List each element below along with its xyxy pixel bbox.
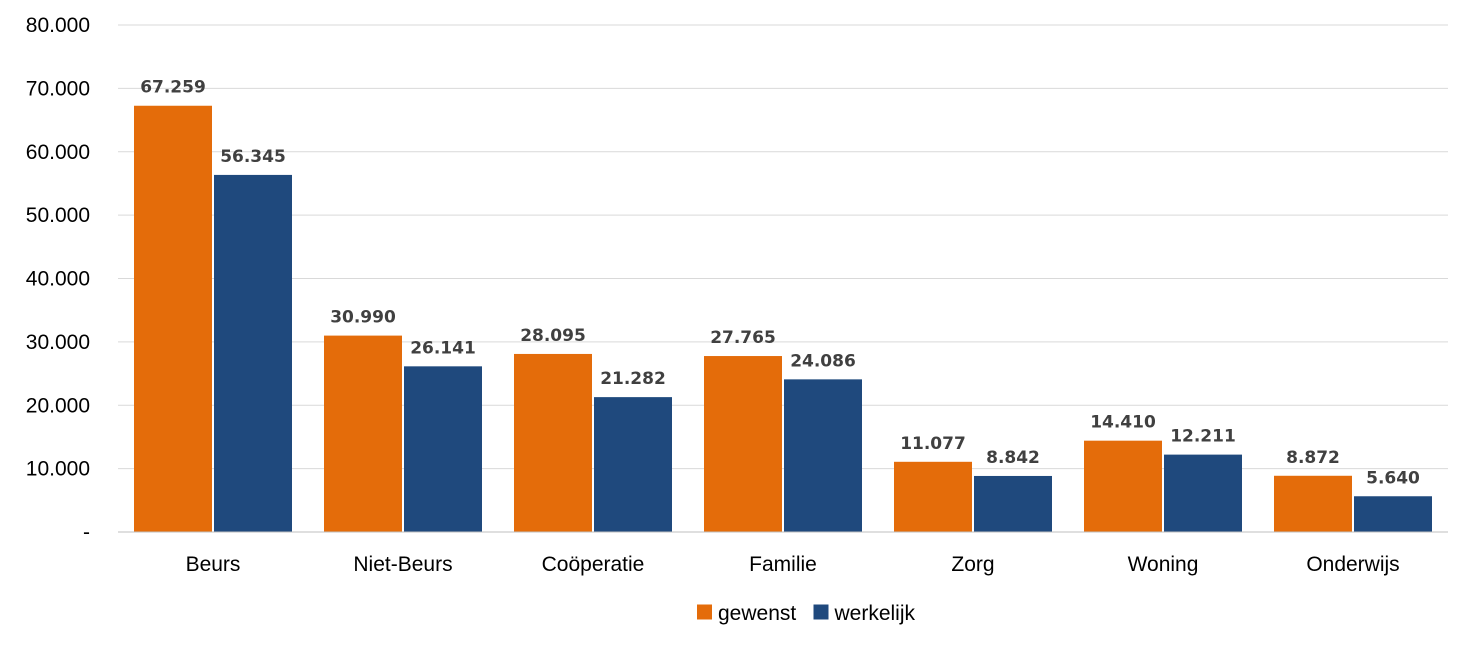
data-label-gewenst: 8.872 xyxy=(1286,448,1340,468)
y-tick-label: 40.000 xyxy=(26,268,90,291)
data-label-werkelijk: 56.345 xyxy=(220,147,286,167)
bar-gewenst xyxy=(514,353,592,532)
x-category-label: Niet-Beurs xyxy=(353,553,452,576)
y-tick-label: 30.000 xyxy=(26,331,90,354)
bar-werkelijk xyxy=(974,475,1052,532)
x-category-label: Familie xyxy=(749,553,817,576)
bar-gewenst xyxy=(1274,475,1352,532)
data-label-werkelijk: 21.282 xyxy=(600,369,666,389)
legend-swatch-werkelijk xyxy=(813,604,829,620)
bar-werkelijk xyxy=(1164,454,1242,532)
y-tick-label: 50.000 xyxy=(26,204,90,227)
bar-werkelijk xyxy=(404,366,482,532)
data-label-gewenst: 11.077 xyxy=(900,434,966,454)
data-label-werkelijk: 5.640 xyxy=(1366,468,1420,488)
data-label-gewenst: 67.259 xyxy=(140,78,206,98)
y-tick-label: - xyxy=(83,521,90,544)
bar-gewenst xyxy=(1084,440,1162,532)
bar-werkelijk xyxy=(784,379,862,532)
bars xyxy=(134,105,1432,532)
data-label-gewenst: 28.095 xyxy=(520,326,586,346)
y-tick-label: 80.000 xyxy=(26,14,90,37)
legend-label-gewenst: gewenst xyxy=(718,602,796,625)
bar-gewenst xyxy=(704,356,782,532)
data-labels: 67.259 56.345 30.990 26.141 28.095 21.282 27.7… xyxy=(140,78,1420,489)
legend: gewenst werkelijk xyxy=(697,602,916,625)
bar-werkelijk xyxy=(594,397,672,532)
data-label-gewenst: 30.990 xyxy=(330,308,396,328)
bar-gewenst xyxy=(324,335,402,532)
data-label-gewenst: 27.765 xyxy=(710,328,776,348)
x-category-label: Woning xyxy=(1128,553,1199,576)
bar-werkelijk xyxy=(1354,496,1432,532)
bar-gewenst xyxy=(894,461,972,532)
y-tick-label: 10.000 xyxy=(26,458,90,481)
x-category-label: Beurs xyxy=(186,553,241,576)
data-label-gewenst: 14.410 xyxy=(1090,413,1156,433)
gridlines xyxy=(118,24,1448,470)
y-tick-label: 60.000 xyxy=(26,141,90,164)
y-tick-label: 70.000 xyxy=(26,77,90,100)
legend-label-werkelijk: werkelijk xyxy=(834,602,916,625)
x-category-label: Coöperatie xyxy=(542,553,645,576)
y-axis-tick-labels: - 10.000 20.000 30.000 40.000 50.000 60.000 70.… xyxy=(26,14,90,544)
x-axis-category-labels: Beurs Niet-Beurs Coöperatie Familie Zorg Woni… xyxy=(186,553,1400,576)
data-label-werkelijk: 26.141 xyxy=(410,338,476,358)
legend-swatch-gewenst xyxy=(697,604,712,620)
data-label-werkelijk: 8.842 xyxy=(986,448,1040,468)
x-category-label: Onderwijs xyxy=(1306,553,1399,576)
bar-gewenst xyxy=(134,105,212,532)
bar-werkelijk xyxy=(214,174,292,532)
data-label-werkelijk: 24.086 xyxy=(790,351,856,371)
x-category-label: Zorg xyxy=(951,553,994,576)
y-tick-label: 20.000 xyxy=(26,394,90,417)
data-label-werkelijk: 12.211 xyxy=(1170,427,1236,447)
